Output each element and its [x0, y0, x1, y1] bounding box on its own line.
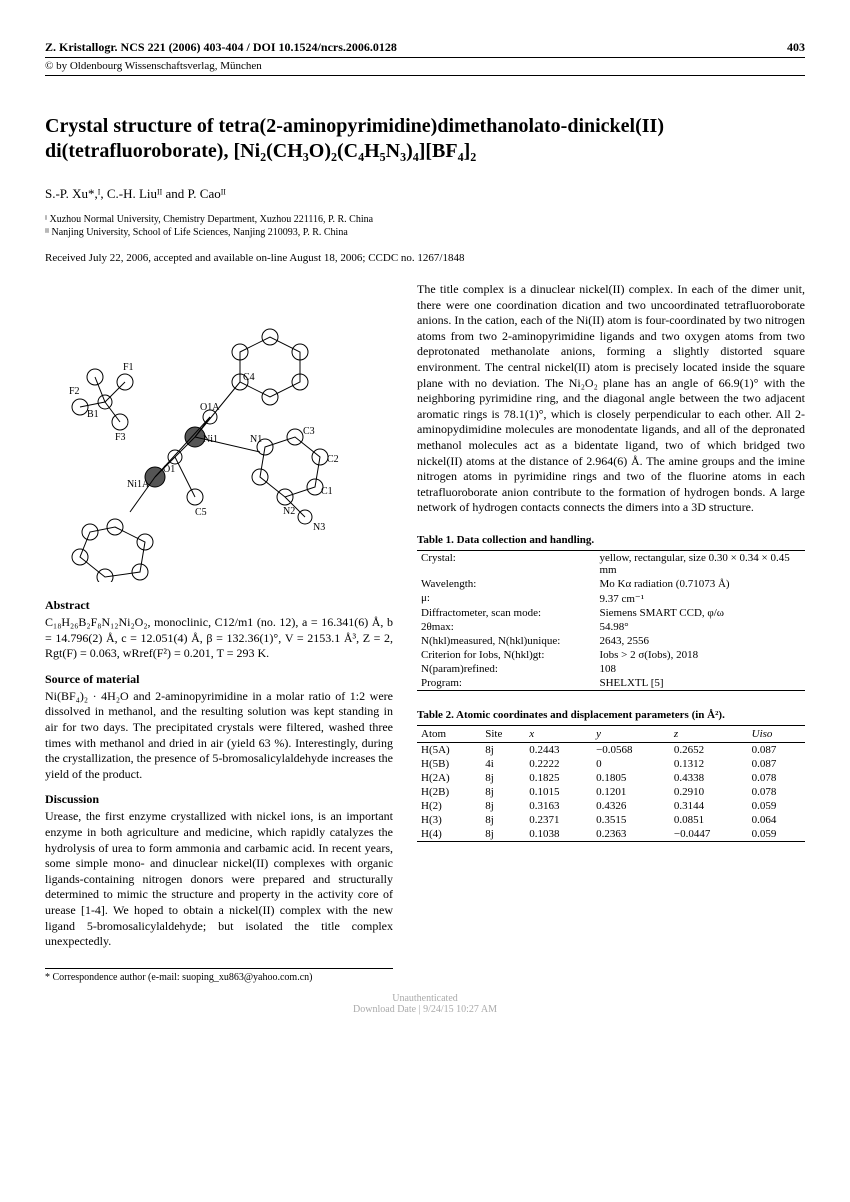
- table1: Crystal:yellow, rectangular, size 0.30 ×…: [417, 550, 805, 691]
- table2: AtomSitexyzUiso H(5A)8j0.2443−0.05680.26…: [417, 725, 805, 842]
- table-row: Program:SHELXTL [5]: [417, 676, 805, 691]
- discussion-heading: Discussion: [45, 792, 393, 807]
- svg-text:F1: F1: [123, 362, 134, 373]
- svg-text:N2: N2: [283, 506, 295, 517]
- journal-ref: Z. Kristallogr. NCS 221 (2006) 403-404 /…: [45, 40, 397, 55]
- svg-text:F2: F2: [69, 386, 80, 397]
- journal-header: Z. Kristallogr. NCS 221 (2006) 403-404 /…: [45, 40, 805, 58]
- svg-text:C3: C3: [303, 426, 315, 437]
- copyright-line: © by Oldenbourg Wissenschaftsverlag, Mün…: [45, 58, 805, 76]
- table-row: H(2)8j0.31630.43260.31440.059: [417, 799, 805, 813]
- page-number: 403: [787, 40, 805, 55]
- table1-caption: Table 1. Data collection and handling.: [417, 534, 805, 546]
- watermark-line1: Unauthenticated: [45, 993, 805, 1004]
- table-row: N(param)refined:108: [417, 662, 805, 676]
- table-row: H(5A)8j0.2443−0.05680.26520.087: [417, 742, 805, 757]
- table2-caption: Table 2. Atomic coordinates and displace…: [417, 709, 805, 721]
- table-row: Crystal:yellow, rectangular, size 0.30 ×…: [417, 550, 805, 577]
- affiliation-2: ᴵᴵ Nanjing University, School of Life Sc…: [45, 227, 805, 238]
- svg-text:C4: C4: [243, 372, 255, 383]
- svg-text:C1: C1: [321, 486, 333, 497]
- table-row: H(4)8j0.10380.2363−0.04470.059: [417, 827, 805, 842]
- discussion-left-body: Urease, the first enzyme crystallized wi…: [45, 809, 393, 949]
- article-title: Crystal structure of tetra(2-aminopyrimi…: [45, 114, 805, 164]
- correspondence-footer: * Correspondence author (e-mail: suoping…: [45, 968, 393, 983]
- received-line: Received July 22, 2006, accepted and ava…: [45, 252, 805, 264]
- source-body: Ni(BF₄)₂ · 4H₂O and 2-aminopyrimidine in…: [45, 689, 393, 783]
- table-row: H(2A)8j0.18250.18050.43380.078: [417, 771, 805, 785]
- svg-text:Ni1A: Ni1A: [127, 479, 150, 490]
- discussion-right-body: The title complex is a dinuclear nickel(…: [417, 282, 805, 516]
- table-row: N(hkl)measured, N(hkl)unique:2643, 2556: [417, 634, 805, 648]
- abstract-body: C₁₈H₂₆B₂F₈N₁₂Ni₂O₂, monoclinic, C12/m1 (…: [45, 615, 393, 662]
- table-row: H(3)8j0.23710.35150.08510.064: [417, 813, 805, 827]
- svg-text:N1: N1: [250, 434, 262, 445]
- svg-text:C5: C5: [195, 507, 207, 518]
- svg-text:C2: C2: [327, 454, 339, 465]
- svg-text:O1A: O1A: [200, 402, 220, 413]
- authors-line: S.-P. Xu*,ᴵ, C.-H. Liuᴵᴵ and P. Caoᴵᴵ: [45, 186, 805, 202]
- table-row: Diffractometer, scan mode:Siemens SMART …: [417, 606, 805, 620]
- svg-text:N3: N3: [313, 522, 325, 533]
- source-heading: Source of material: [45, 672, 393, 687]
- table-row: Wavelength:Mo Kα radiation (0.71073 Å): [417, 577, 805, 591]
- watermark: Unauthenticated Download Date | 9/24/15 …: [45, 993, 805, 1015]
- table-row: H(2B)8j0.10150.12010.29100.078: [417, 785, 805, 799]
- svg-text:F3: F3: [115, 432, 126, 443]
- table-row: μ:9.37 cm⁻¹: [417, 591, 805, 606]
- structure-figure: F1 F2 B1 F3 O1A Ni1A O1 C5 Ni1 C4 N1 C3 C2 C1 N…: [45, 282, 385, 582]
- svg-text:Ni1: Ni1: [203, 434, 218, 445]
- svg-text:O1: O1: [163, 464, 175, 475]
- affiliation-1: ᴵ Xuzhou Normal University, Chemistry De…: [45, 214, 805, 225]
- table-row: 2θmax:54.98°: [417, 620, 805, 634]
- table-row: Criterion for Iobs, N(hkl)gt:Iobs > 2 σ(…: [417, 648, 805, 662]
- table-row: H(5B)4i0.222200.13120.087: [417, 757, 805, 771]
- watermark-line2: Download Date | 9/24/15 10:27 AM: [45, 1004, 805, 1015]
- abstract-heading: Abstract: [45, 598, 393, 613]
- svg-text:B1: B1: [87, 409, 99, 420]
